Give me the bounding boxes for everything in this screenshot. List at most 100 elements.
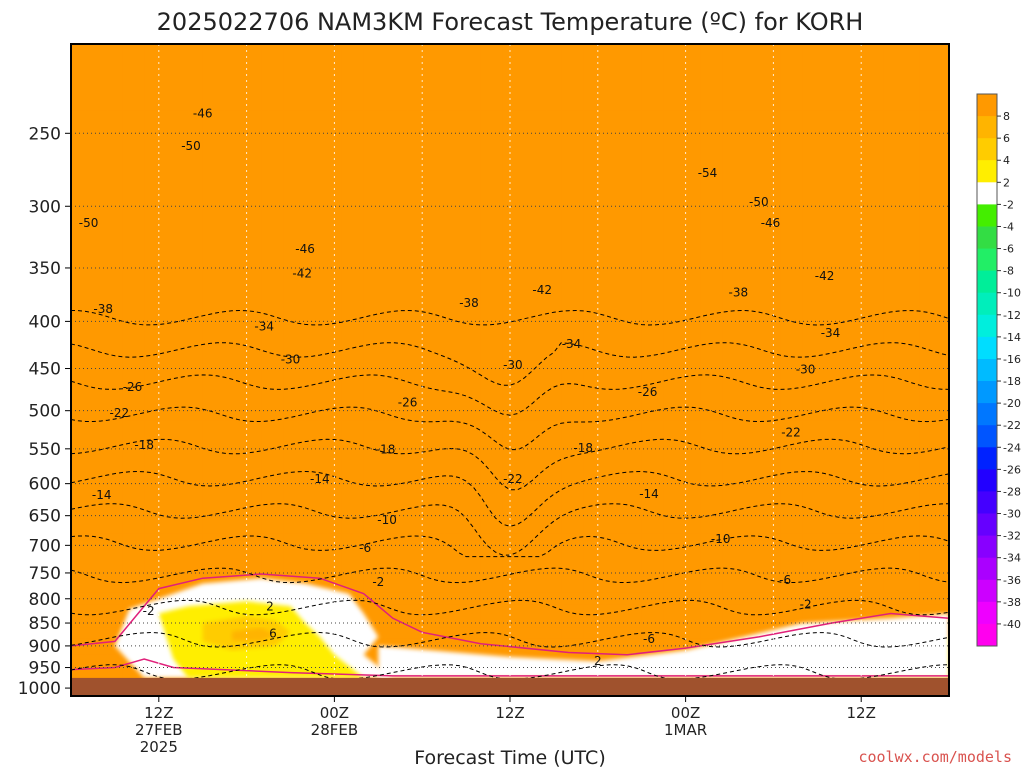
temperature-cell: [363, 464, 372, 474]
temperature-cell: [341, 561, 350, 569]
temperature-cell: [444, 489, 452, 498]
temperature-cell: [239, 481, 248, 490]
temperature-cell: [502, 184, 511, 202]
temperature-cell: [583, 554, 592, 562]
temperature-cell: [561, 261, 570, 276]
temperature-cell: [356, 401, 365, 412]
temperature-cell: [114, 429, 123, 440]
temperature-cell: [524, 519, 533, 528]
temperature-cell: [488, 167, 496, 185]
temperature-cell: [122, 547, 131, 555]
temperature-cell: [297, 288, 306, 302]
temperature-cell: [429, 512, 438, 520]
temperature-cell: [466, 370, 474, 382]
temperature-cell: [539, 504, 548, 513]
temperature-cell: [458, 644, 467, 650]
temperature-cell: [385, 391, 394, 402]
temperature-cell: [539, 447, 548, 457]
temperature-cell: [224, 438, 233, 448]
temperature-cell: [71, 274, 79, 289]
temperature-cell: [107, 644, 116, 650]
temperature-cell: [85, 110, 94, 131]
temperature-cell: [290, 110, 299, 131]
temperature-cell: [239, 420, 248, 431]
temperature-cell: [122, 456, 131, 466]
temperature-cell: [583, 447, 592, 457]
temperature-cell: [451, 313, 460, 326]
temperature-cell: [553, 44, 562, 68]
temperature-cell: [202, 380, 211, 392]
temperature-cell: [158, 592, 167, 600]
temperature-cell: [202, 547, 211, 555]
temperature-cell: [71, 580, 79, 588]
temperature-cell: [319, 401, 328, 412]
temperature-cell: [144, 504, 153, 513]
temperature-cell: [480, 337, 489, 350]
temperature-cell: [488, 232, 496, 248]
temperature-cell: [283, 401, 292, 412]
temperature-cell: [407, 149, 416, 168]
temperature-cell: [458, 592, 467, 600]
temperature-cell: [392, 200, 401, 218]
temperature-cell: [217, 533, 226, 542]
temperature-cell: [371, 604, 379, 612]
temperature-cell: [371, 110, 379, 131]
temperature-cell: [341, 67, 350, 90]
temperature-cell: [100, 540, 109, 549]
temperature-cell: [202, 391, 211, 402]
temperature-cell: [480, 348, 489, 361]
temperature-cell: [341, 580, 350, 588]
temperature-cell: [517, 580, 526, 588]
temperature-cell: [532, 438, 540, 448]
temperature-cell: [239, 200, 248, 218]
temperature-cell: [488, 574, 496, 581]
temperature-cell: [334, 44, 343, 68]
temperature-cell: [253, 561, 262, 569]
temperature-cell: [546, 313, 555, 326]
temperature-cell: [532, 489, 540, 498]
temperature-cell: [400, 149, 409, 168]
temperature-cell: [210, 496, 218, 506]
temperature-cell: [583, 300, 592, 314]
temperature-cell: [414, 540, 423, 549]
temperature-cell: [392, 627, 401, 634]
temperature-cell: [553, 232, 562, 248]
temperature-cell: [488, 438, 496, 448]
temperature-cell: [517, 300, 526, 314]
temperature-cell: [561, 512, 570, 520]
temperature-cell: [502, 633, 511, 640]
temperature-cell: [532, 337, 540, 350]
temperature-cell: [151, 67, 160, 90]
temperature-cell: [349, 325, 357, 338]
temperature-cell: [422, 504, 431, 513]
temperature-cell: [195, 472, 204, 482]
temperature-cell: [429, 300, 438, 314]
temperature-cell: [319, 429, 328, 440]
temperature-cell: [590, 261, 599, 276]
temperature-cell: [253, 429, 262, 440]
temperature-cell: [524, 380, 533, 392]
temperature-cell: [466, 464, 474, 474]
temperature-cell: [85, 438, 94, 448]
temperature-cell: [502, 604, 511, 612]
temperature-cell: [488, 638, 496, 645]
temperature-cell: [568, 574, 577, 581]
temperature-cell: [341, 184, 350, 202]
temperature-cell: [232, 200, 240, 218]
temperature-cell: [510, 89, 518, 111]
temperature-cell: [502, 638, 511, 645]
temperature-cell: [458, 184, 467, 202]
temperature-cell: [246, 325, 255, 338]
temperature-cell: [151, 447, 160, 457]
temperature-cell: [93, 533, 101, 542]
temperature-cell: [400, 246, 409, 262]
temperature-cell: [495, 337, 504, 350]
temperature-cell: [414, 472, 423, 482]
temperature-cell: [144, 216, 153, 233]
temperature-cell: [583, 574, 592, 581]
temperature-cell: [85, 481, 94, 490]
temperature-cell: [268, 359, 277, 371]
temperature-cell: [239, 370, 248, 382]
temperature-cell: [107, 130, 116, 150]
temperature-cell: [166, 464, 174, 474]
